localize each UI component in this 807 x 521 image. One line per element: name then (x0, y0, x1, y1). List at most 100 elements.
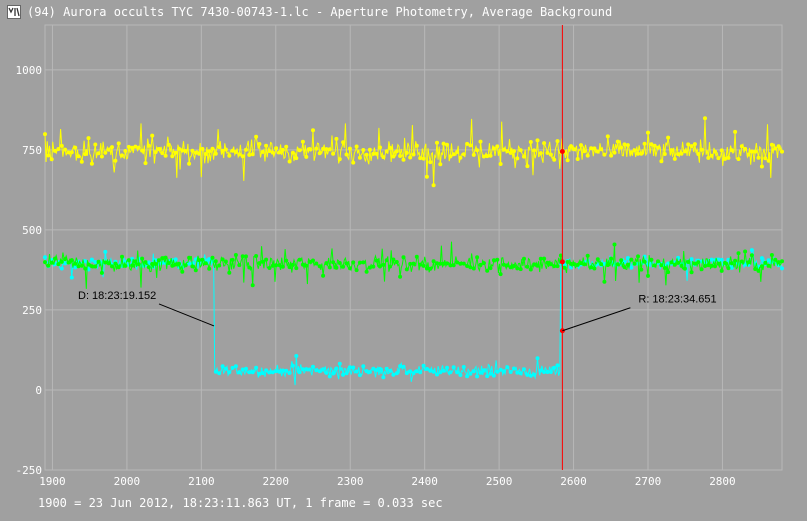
data-point (327, 147, 332, 152)
data-point (404, 267, 409, 272)
data-point (294, 156, 299, 161)
data-point (769, 142, 774, 147)
data-point (314, 146, 319, 151)
data-point (290, 363, 295, 368)
data-point (642, 259, 647, 264)
data-point (408, 369, 413, 374)
data-point (545, 150, 550, 155)
data-point (629, 150, 634, 155)
data-point (207, 257, 212, 262)
data-point (582, 262, 587, 267)
data-point (307, 367, 312, 372)
data-point (729, 265, 734, 270)
data-point (763, 156, 768, 161)
data-point (455, 150, 460, 154)
light-curve-app-icon[interactable] (7, 5, 21, 19)
data-point (56, 262, 61, 267)
data-point (471, 152, 476, 157)
data-point (548, 262, 553, 267)
data-point (307, 259, 312, 264)
data-point (200, 146, 205, 151)
data-point (579, 143, 583, 148)
data-point (552, 157, 557, 162)
data-point (528, 267, 533, 272)
data-point (625, 262, 630, 267)
data-point (424, 366, 429, 371)
data-point (49, 260, 54, 265)
data-point (210, 255, 215, 260)
data-point (371, 151, 376, 156)
data-point (99, 270, 104, 275)
data-point (244, 147, 248, 152)
data-point (96, 259, 101, 264)
data-point (230, 365, 235, 370)
data-point (441, 141, 446, 146)
data-point (394, 149, 399, 154)
data-point (595, 149, 600, 154)
frame-marker[interactable] (559, 25, 565, 470)
data-point (314, 261, 319, 266)
data-point (73, 265, 78, 270)
x-tick-label: 2200 (263, 475, 290, 488)
data-point (277, 369, 282, 374)
data-point (53, 256, 57, 261)
data-point (548, 370, 553, 374)
data-point (723, 156, 727, 161)
data-point (247, 265, 252, 270)
data-point (227, 370, 232, 375)
data-point (726, 266, 731, 271)
data-point (233, 364, 238, 369)
data-point (498, 367, 503, 372)
data-point (367, 370, 372, 374)
x-tick-label: 2800 (709, 475, 736, 488)
data-point (120, 254, 124, 259)
data-point (223, 147, 228, 152)
data-point (729, 148, 734, 153)
data-point (592, 266, 597, 271)
data-point (562, 265, 567, 270)
data-point (773, 146, 778, 151)
data-point (595, 257, 600, 262)
data-point (609, 256, 614, 261)
data-point (424, 266, 429, 271)
data-point (89, 161, 94, 166)
data-point (76, 264, 81, 269)
data-point (133, 259, 138, 264)
data-point (769, 253, 774, 257)
data-point (441, 368, 446, 373)
data-point (666, 135, 671, 140)
data-point (391, 372, 396, 377)
data-point (207, 149, 212, 154)
data-point (83, 152, 88, 157)
data-point (592, 146, 597, 151)
data-point (106, 261, 111, 266)
data-point (763, 260, 768, 265)
data-point (659, 159, 664, 164)
data-point (150, 262, 155, 266)
data-point (535, 356, 540, 361)
data-point (646, 273, 650, 278)
data-point (337, 361, 342, 366)
data-point (126, 144, 131, 149)
data-point (518, 267, 523, 272)
data-point (599, 262, 604, 267)
data-point (213, 259, 218, 264)
data-point (766, 158, 771, 163)
data-point (468, 143, 473, 148)
data-point (294, 354, 299, 358)
data-point (448, 370, 453, 375)
data-point (388, 145, 393, 150)
data-point (418, 156, 423, 161)
data-point (632, 148, 637, 153)
data-point (260, 149, 265, 154)
data-point (501, 369, 506, 374)
data-point (625, 256, 630, 260)
data-point (274, 263, 279, 268)
data-point (324, 370, 329, 375)
data-point (381, 375, 386, 380)
data-point (180, 269, 185, 274)
data-point (709, 153, 714, 158)
data-point (501, 147, 506, 152)
data-point (749, 149, 754, 154)
